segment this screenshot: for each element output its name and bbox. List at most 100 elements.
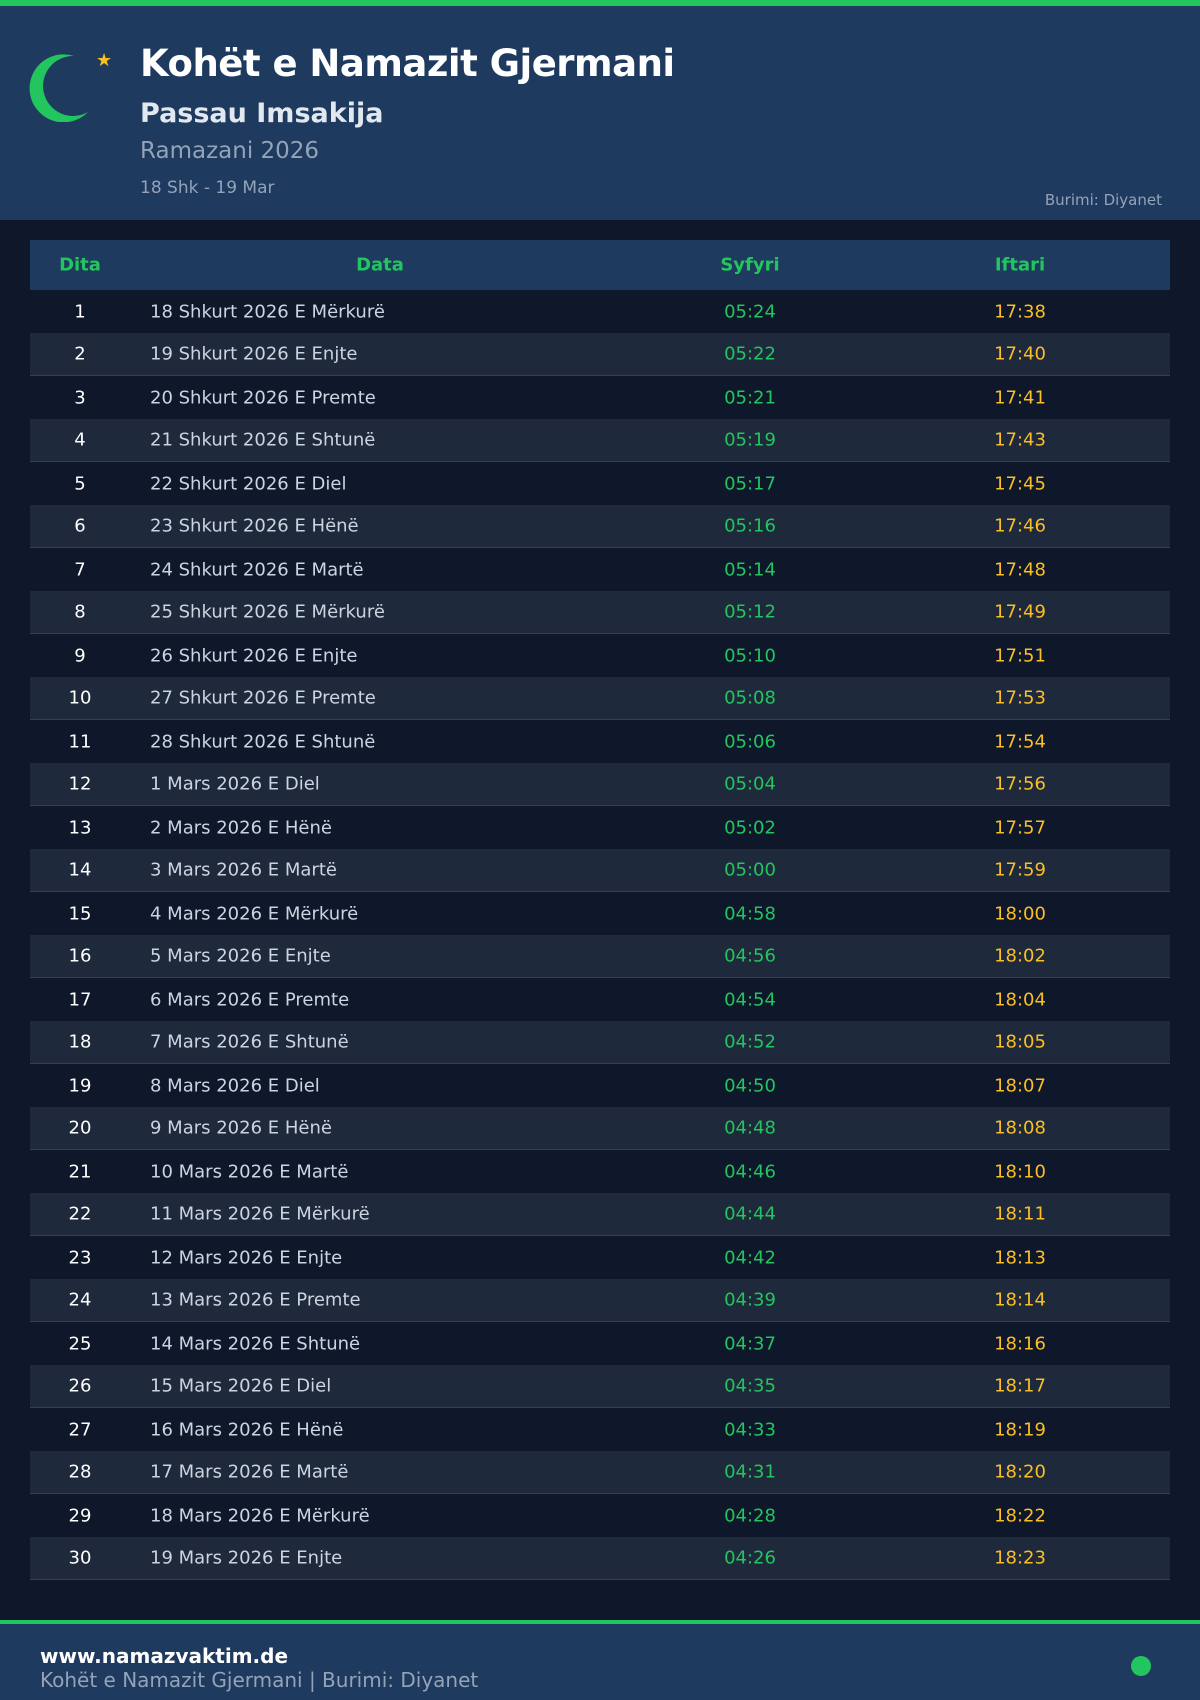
top-accent-bar bbox=[0, 0, 1200, 6]
iftari-time: 17:48 bbox=[994, 559, 1046, 580]
iftari-time: 18:20 bbox=[994, 1461, 1046, 1483]
iftari-time: 17:57 bbox=[994, 817, 1046, 838]
iftari-time: 18:05 bbox=[994, 1031, 1046, 1053]
syfyri-time: 04:31 bbox=[724, 1461, 776, 1483]
header-iftari: Iftari bbox=[994, 254, 1046, 276]
table-row: 1 18 Shkurt 2026 E Mërkurë 05:24 17:38 bbox=[30, 290, 1170, 333]
table-row: 17 6 Mars 2026 E Premte 04:54 18:04 bbox=[30, 978, 1170, 1021]
table-row: 21 10 Mars 2026 E Martë 04:46 18:10 bbox=[30, 1150, 1170, 1193]
footer-tagline: Kohët e Namazit Gjermani | Burimi: Diyan… bbox=[40, 1668, 479, 1692]
date: 1 Mars 2026 E Diel bbox=[150, 773, 320, 795]
syfyri-time: 05:08 bbox=[724, 687, 776, 709]
day-number: 25 bbox=[68, 1333, 92, 1354]
day-number: 27 bbox=[68, 1419, 92, 1440]
table-row: 19 8 Mars 2026 E Diel 04:50 18:07 bbox=[30, 1064, 1170, 1107]
day-number: 7 bbox=[74, 559, 86, 580]
date: 27 Shkurt 2026 E Premte bbox=[150, 687, 376, 709]
date: 10 Mars 2026 E Martë bbox=[150, 1161, 349, 1182]
header: ★ Kohët e Namazit Gjermani Passau Imsaki… bbox=[0, 6, 1200, 220]
syfyri-time: 04:50 bbox=[724, 1075, 776, 1096]
iftari-time: 18:07 bbox=[994, 1075, 1046, 1096]
syfyri-time: 05:12 bbox=[724, 601, 776, 623]
table-row: 26 15 Mars 2026 E Diel 04:35 18:17 bbox=[30, 1365, 1170, 1408]
iftari-time: 17:38 bbox=[994, 301, 1046, 322]
iftari-time: 17:45 bbox=[994, 473, 1046, 494]
day-number: 11 bbox=[68, 731, 92, 752]
iftari-time: 18:00 bbox=[994, 903, 1046, 924]
iftari-time: 18:22 bbox=[994, 1505, 1046, 1526]
date: 17 Mars 2026 E Martë bbox=[150, 1461, 349, 1483]
table-row: 7 24 Shkurt 2026 E Martë 05:14 17:48 bbox=[30, 548, 1170, 591]
day-number: 2 bbox=[74, 343, 86, 365]
date: 22 Shkurt 2026 E Diel bbox=[150, 473, 347, 494]
table-row: 24 13 Mars 2026 E Premte 04:39 18:14 bbox=[30, 1279, 1170, 1322]
date: 21 Shkurt 2026 E Shtunë bbox=[150, 429, 376, 451]
iftari-time: 17:41 bbox=[994, 387, 1046, 408]
iftari-time: 18:16 bbox=[994, 1333, 1046, 1354]
syfyri-time: 04:26 bbox=[724, 1547, 776, 1569]
syfyri-time: 04:33 bbox=[724, 1419, 776, 1440]
date: 18 Shkurt 2026 E Mërkurë bbox=[150, 301, 385, 322]
date: 12 Mars 2026 E Enjte bbox=[150, 1247, 343, 1268]
iftari-time: 18:08 bbox=[994, 1117, 1046, 1139]
iftari-time: 18:11 bbox=[994, 1203, 1046, 1225]
date: 20 Shkurt 2026 E Premte bbox=[150, 387, 376, 408]
date: 15 Mars 2026 E Diel bbox=[150, 1375, 332, 1397]
table-row: 12 1 Mars 2026 E Diel 05:04 17:56 bbox=[30, 763, 1170, 806]
syfyri-time: 05:24 bbox=[724, 301, 776, 322]
syfyri-time: 04:54 bbox=[724, 989, 776, 1010]
date: 5 Mars 2026 E Enjte bbox=[150, 945, 331, 967]
status-dot-icon bbox=[1131, 1656, 1151, 1676]
day-number: 6 bbox=[74, 515, 86, 537]
syfyri-time: 05:19 bbox=[724, 429, 776, 451]
table-row: 13 2 Mars 2026 E Hënë 05:02 17:57 bbox=[30, 806, 1170, 849]
website-link[interactable]: www.namazvaktim.de bbox=[40, 1644, 289, 1668]
day-number: 16 bbox=[68, 945, 92, 967]
day-number: 10 bbox=[68, 687, 92, 709]
iftari-time: 18:13 bbox=[994, 1247, 1046, 1268]
header-syfyri: Syfyri bbox=[720, 254, 780, 276]
table-row: 20 9 Mars 2026 E Hënë 04:48 18:08 bbox=[30, 1107, 1170, 1150]
table-row: 23 12 Mars 2026 E Enjte 04:42 18:13 bbox=[30, 1236, 1170, 1279]
day-number: 3 bbox=[74, 387, 86, 408]
day-number: 1 bbox=[74, 301, 86, 322]
syfyri-time: 04:39 bbox=[724, 1289, 776, 1311]
iftari-time: 17:40 bbox=[994, 343, 1046, 365]
iftari-time: 17:53 bbox=[994, 687, 1046, 709]
table-row: 29 18 Mars 2026 E Mërkurë 04:28 18:22 bbox=[30, 1494, 1170, 1537]
date: 8 Mars 2026 E Diel bbox=[150, 1075, 320, 1096]
table-row: 30 19 Mars 2026 E Enjte 04:26 18:23 bbox=[30, 1537, 1170, 1580]
date: 9 Mars 2026 E Hënë bbox=[150, 1117, 332, 1139]
date: 18 Mars 2026 E Mërkurë bbox=[150, 1505, 370, 1526]
date: 7 Mars 2026 E Shtunë bbox=[150, 1031, 349, 1053]
iftari-time: 17:59 bbox=[994, 859, 1046, 881]
date: 19 Mars 2026 E Enjte bbox=[150, 1547, 343, 1569]
table-row: 11 28 Shkurt 2026 E Shtunë 05:06 17:54 bbox=[30, 720, 1170, 763]
syfyri-time: 05:04 bbox=[724, 773, 776, 795]
table-row: 5 22 Shkurt 2026 E Diel 05:17 17:45 bbox=[30, 462, 1170, 505]
day-number: 21 bbox=[68, 1161, 92, 1182]
table-row: 18 7 Mars 2026 E Shtunë 04:52 18:05 bbox=[30, 1021, 1170, 1064]
date: 28 Shkurt 2026 E Shtunë bbox=[150, 731, 376, 752]
day-number: 12 bbox=[68, 773, 92, 795]
day-number: 14 bbox=[68, 859, 92, 881]
syfyri-time: 05:02 bbox=[724, 817, 776, 838]
iftari-time: 18:02 bbox=[994, 945, 1046, 967]
syfyri-time: 04:44 bbox=[724, 1203, 776, 1225]
date: 6 Mars 2026 E Premte bbox=[150, 989, 350, 1010]
syfyri-time: 05:21 bbox=[724, 387, 776, 408]
footer: www.namazvaktim.de Kohët e Namazit Gjerm… bbox=[0, 1620, 1200, 1700]
day-number: 13 bbox=[68, 817, 92, 838]
iftari-time: 17:56 bbox=[994, 773, 1046, 795]
table-row: 28 17 Mars 2026 E Martë 04:31 18:20 bbox=[30, 1451, 1170, 1494]
day-number: 20 bbox=[68, 1117, 92, 1139]
iftari-time: 18:14 bbox=[994, 1289, 1046, 1311]
day-number: 24 bbox=[68, 1289, 92, 1311]
syfyri-time: 04:46 bbox=[724, 1161, 776, 1182]
table-row: 10 27 Shkurt 2026 E Premte 05:08 17:53 bbox=[30, 677, 1170, 720]
table-row: 16 5 Mars 2026 E Enjte 04:56 18:02 bbox=[30, 935, 1170, 978]
iftari-time: 18:19 bbox=[994, 1419, 1046, 1440]
iftari-time: 18:04 bbox=[994, 989, 1046, 1010]
table-row: 27 16 Mars 2026 E Hënë 04:33 18:19 bbox=[30, 1408, 1170, 1451]
date: 3 Mars 2026 E Martë bbox=[150, 859, 337, 881]
